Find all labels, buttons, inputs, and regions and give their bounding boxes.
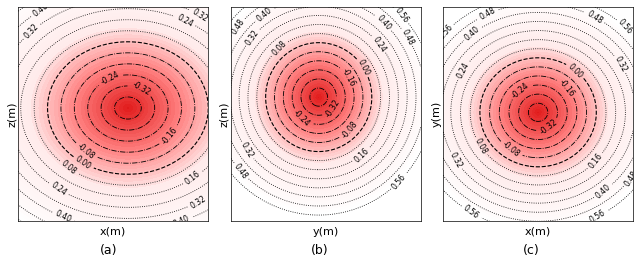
Text: 0.24: 0.24 (371, 35, 388, 54)
Text: 0.48: 0.48 (229, 17, 246, 36)
Text: 0.40: 0.40 (32, 1, 51, 19)
Text: -0.32: -0.32 (324, 97, 342, 119)
Text: (c): (c) (523, 244, 540, 257)
Y-axis label: z(m): z(m) (7, 101, 17, 127)
Text: 0.48: 0.48 (232, 162, 250, 181)
X-axis label: y(m): y(m) (312, 227, 339, 237)
Text: 0.16: 0.16 (184, 169, 202, 187)
Text: 0.40: 0.40 (375, 14, 393, 32)
Text: 0.00: 0.00 (356, 58, 371, 77)
Text: -0.16: -0.16 (160, 126, 179, 147)
Text: 0.24: 0.24 (456, 60, 472, 80)
Text: (a): (a) (100, 244, 118, 257)
Text: 0.24: 0.24 (49, 180, 68, 198)
Text: 0.40: 0.40 (53, 209, 72, 225)
Text: 0.56: 0.56 (393, 6, 410, 25)
Text: -0.32: -0.32 (130, 80, 152, 98)
Text: 0.00: 0.00 (74, 154, 93, 171)
Text: 0.08: 0.08 (472, 136, 488, 156)
Text: 0.32: 0.32 (244, 28, 261, 47)
Text: -0.16: -0.16 (340, 66, 357, 88)
Text: -0.32: -0.32 (539, 118, 560, 137)
Text: 0.48: 0.48 (399, 28, 415, 47)
Text: 0.00: 0.00 (566, 61, 585, 80)
Text: 0.32: 0.32 (239, 141, 255, 160)
Text: 0.32: 0.32 (448, 151, 464, 170)
Text: 0.40: 0.40 (172, 214, 191, 229)
Text: 0.32: 0.32 (612, 55, 628, 74)
Text: 0.56: 0.56 (588, 208, 607, 225)
Text: 0.48: 0.48 (622, 169, 639, 188)
Text: -0.24: -0.24 (510, 81, 531, 100)
Text: 0.40: 0.40 (255, 5, 274, 23)
Text: 0.56: 0.56 (616, 18, 634, 37)
Text: -0.08: -0.08 (500, 140, 521, 159)
Text: -0.08: -0.08 (340, 119, 359, 140)
Text: 0.40: 0.40 (595, 182, 613, 200)
X-axis label: x(m): x(m) (525, 227, 551, 237)
Text: 0.48: 0.48 (478, 6, 497, 22)
Text: 0.32: 0.32 (189, 194, 207, 210)
Text: 0.56: 0.56 (436, 23, 454, 41)
Text: -0.16: -0.16 (557, 77, 577, 98)
Text: 0.56: 0.56 (461, 204, 481, 221)
Text: 0.56: 0.56 (390, 172, 408, 191)
Y-axis label: y(m): y(m) (432, 101, 442, 127)
Y-axis label: z(m): z(m) (220, 101, 229, 127)
Text: 0.48: 0.48 (585, 9, 604, 25)
Text: 0.16: 0.16 (587, 152, 604, 170)
Text: 0.40: 0.40 (463, 24, 482, 42)
Text: 0.24: 0.24 (175, 12, 195, 29)
Text: -0.24: -0.24 (292, 108, 312, 128)
Text: 0.32: 0.32 (191, 7, 209, 23)
Text: -0.08: -0.08 (76, 141, 97, 161)
Text: 0.16: 0.16 (353, 146, 371, 164)
X-axis label: x(m): x(m) (100, 227, 127, 237)
Text: (b): (b) (311, 244, 329, 257)
Text: -0.24: -0.24 (99, 70, 120, 87)
Text: 0.32: 0.32 (22, 22, 41, 41)
Text: 0.08: 0.08 (270, 39, 288, 58)
Text: 0.08: 0.08 (59, 159, 78, 177)
